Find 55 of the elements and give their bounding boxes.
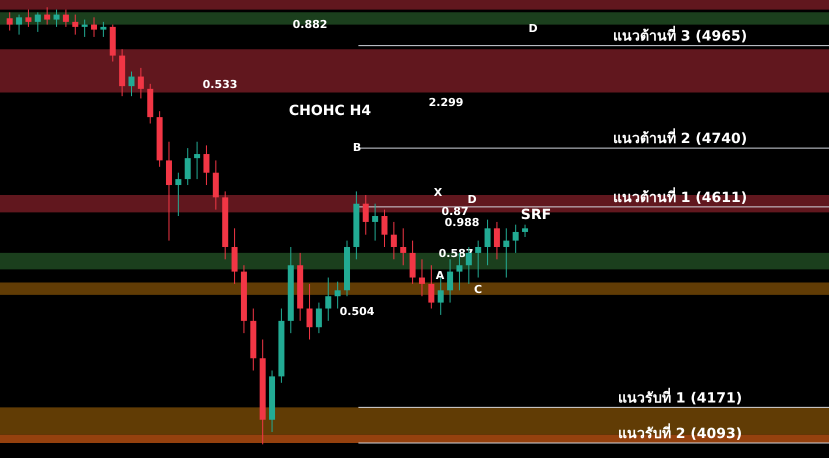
candlestick — [62, 9, 69, 28]
annotation: 0.882 — [292, 18, 328, 31]
candlestick — [400, 228, 406, 266]
annotation: D — [528, 22, 538, 35]
candlestick — [503, 228, 510, 278]
annotation: CHOHC H4 — [288, 103, 372, 119]
ref-line-label: แนวต้านที่ 2 (4740) — [612, 128, 748, 148]
candlestick — [203, 144, 210, 186]
candlestick — [72, 14, 78, 36]
candlestick — [82, 19, 88, 38]
candlestick — [484, 219, 491, 266]
candlestick — [25, 9, 32, 28]
candlestick — [44, 6, 50, 26]
candlestick — [447, 258, 454, 304]
candlestick — [418, 258, 425, 297]
candlestick — [372, 203, 378, 242]
ref-line-label: แนวรับที่ 2 (4093) — [618, 422, 742, 442]
annotation: A — [436, 269, 445, 282]
candlestick — [316, 302, 322, 334]
ref-line-label: แนวต้านที่ 1 (4611) — [612, 186, 748, 206]
candlestick — [522, 224, 528, 238]
candlestick — [325, 277, 332, 322]
ref-line-label: แนวต้านที่ 3 (4965) — [612, 26, 748, 45]
candlestick — [34, 12, 41, 32]
candlestick — [91, 16, 98, 38]
annotation: 0.87 — [441, 205, 469, 218]
annotation: 2.299 — [428, 96, 464, 109]
candlestick — [381, 209, 388, 248]
candlestick — [494, 221, 500, 260]
candlestick — [438, 277, 444, 316]
annotation: B — [352, 141, 362, 154]
annotation: X — [434, 186, 443, 199]
candlestick — [184, 148, 191, 186]
candlestick — [128, 71, 134, 97]
annotation: 0.988 — [444, 216, 480, 229]
annotation: 0.533 — [202, 78, 238, 91]
ref-line-label: แนวรับที่ 1 (4171) — [618, 387, 742, 406]
candlestick — [100, 21, 106, 38]
candlestick — [334, 281, 341, 310]
candlestick — [390, 221, 397, 260]
candlestick — [6, 12, 13, 32]
candlestick — [54, 9, 60, 28]
candlestick — [362, 194, 369, 236]
candlestick — [16, 14, 22, 36]
candlestick — [475, 240, 482, 278]
annotation: D — [467, 193, 477, 206]
candlestick — [512, 224, 519, 254]
candlestick — [175, 172, 182, 217]
annotation: SRF — [520, 207, 552, 223]
candlestick — [138, 67, 144, 99]
candlestick — [428, 264, 434, 310]
candlestick — [306, 283, 313, 340]
candlestick — [194, 141, 200, 180]
annotation: 0.504 — [340, 305, 375, 318]
annotation: C — [474, 283, 482, 296]
